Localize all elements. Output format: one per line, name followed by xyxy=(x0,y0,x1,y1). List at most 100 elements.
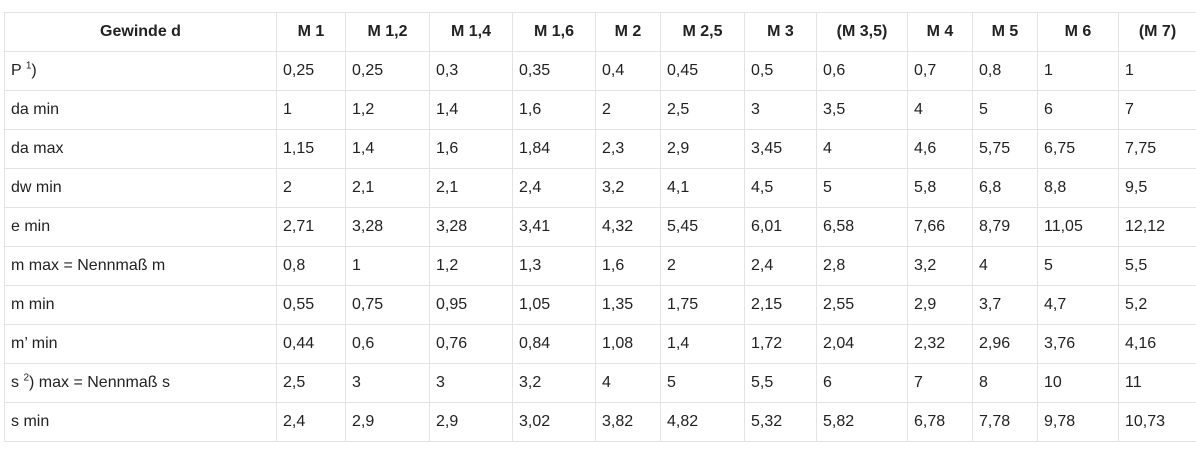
table-cell: 4,5 xyxy=(745,169,817,208)
table-cell: 5 xyxy=(817,169,908,208)
table-cell: 11,05 xyxy=(1038,208,1119,247)
table-cell: 3,82 xyxy=(596,403,661,442)
table-cell: 3,41 xyxy=(513,208,596,247)
table-cell: 1,2 xyxy=(430,247,513,286)
table-cell: 3,28 xyxy=(430,208,513,247)
table-cell: 5,75 xyxy=(973,130,1038,169)
table-cell: 7,78 xyxy=(973,403,1038,442)
column-header: M 2 xyxy=(596,13,661,52)
table-cell: 2,04 xyxy=(817,325,908,364)
table-cell: 5 xyxy=(973,91,1038,130)
table-cell: 0,8 xyxy=(277,247,346,286)
row-label-text: s xyxy=(11,374,19,391)
table-cell: 11 xyxy=(1119,364,1196,403)
table-cell: 1,4 xyxy=(346,130,430,169)
table-cell: 9,78 xyxy=(1038,403,1119,442)
table-cell: 0,35 xyxy=(513,52,596,91)
row-label-text: s min xyxy=(11,413,49,430)
column-header: (M 3,5) xyxy=(817,13,908,52)
table-cell: 3,2 xyxy=(596,169,661,208)
table-cell: 0,8 xyxy=(973,52,1038,91)
table-cell: 0,6 xyxy=(817,52,908,91)
table-cell: 2,96 xyxy=(973,325,1038,364)
table-cell: 4 xyxy=(817,130,908,169)
table-cell: 0,84 xyxy=(513,325,596,364)
table-cell: 0,6 xyxy=(346,325,430,364)
table-cell: 0,7 xyxy=(908,52,973,91)
dimensions-table: Gewinde d M 1 M 1,2 M 1,4 M 1,6 M 2 M 2,… xyxy=(4,12,1196,442)
table-cell: 5,5 xyxy=(1119,247,1196,286)
table-cell: 7 xyxy=(1119,91,1196,130)
row-label-suffix: ) xyxy=(31,62,36,79)
table-cell: 4 xyxy=(596,364,661,403)
table-cell: 7 xyxy=(908,364,973,403)
table-cell: 4,82 xyxy=(661,403,745,442)
table-cell: 3,2 xyxy=(513,364,596,403)
table-cell: 1,6 xyxy=(596,247,661,286)
table-cell: 2,15 xyxy=(745,286,817,325)
table-cell: 0,44 xyxy=(277,325,346,364)
table-cell: 4,7 xyxy=(1038,286,1119,325)
table-cell: 0,4 xyxy=(596,52,661,91)
table-cell: 2,55 xyxy=(817,286,908,325)
table-cell: 1,08 xyxy=(596,325,661,364)
row-label: e min xyxy=(5,208,277,247)
row-label-text: P xyxy=(11,62,21,79)
row-label-suffix: ) max = Nennmaß s xyxy=(29,374,170,391)
table-cell: 8,79 xyxy=(973,208,1038,247)
column-header: (M 7) xyxy=(1119,13,1196,52)
row-label: P 1) xyxy=(5,52,277,91)
table-cell: 2 xyxy=(661,247,745,286)
table-cell: 5,32 xyxy=(745,403,817,442)
table-cell: 3,5 xyxy=(817,91,908,130)
column-header: M 1,4 xyxy=(430,13,513,52)
header-label: Gewinde d xyxy=(5,13,277,52)
table-cell: 3,45 xyxy=(745,130,817,169)
table-cell: 6,01 xyxy=(745,208,817,247)
table-cell: 4,16 xyxy=(1119,325,1196,364)
table-cell: 1,6 xyxy=(513,91,596,130)
column-header: M 6 xyxy=(1038,13,1119,52)
table-cell: 1,84 xyxy=(513,130,596,169)
table-cell: 5,2 xyxy=(1119,286,1196,325)
header-row: Gewinde d M 1 M 1,2 M 1,4 M 1,6 M 2 M 2,… xyxy=(5,13,1196,52)
table-cell: 0,45 xyxy=(661,52,745,91)
table-cell: 0,55 xyxy=(277,286,346,325)
table-cell: 9,5 xyxy=(1119,169,1196,208)
table-cell: 1,15 xyxy=(277,130,346,169)
table-cell: 3,2 xyxy=(908,247,973,286)
table-cell: 2,4 xyxy=(277,403,346,442)
table-cell: 0,95 xyxy=(430,286,513,325)
table-cell: 2,4 xyxy=(513,169,596,208)
table-cell: 2,9 xyxy=(430,403,513,442)
table-cell: 2,71 xyxy=(277,208,346,247)
table-cell: 6 xyxy=(817,364,908,403)
table-cell: 2,32 xyxy=(908,325,973,364)
table-cell: 1,75 xyxy=(661,286,745,325)
table-cell: 0,75 xyxy=(346,286,430,325)
row-label-text: m max = Nennmaß m xyxy=(11,257,165,274)
row-label: dw min xyxy=(5,169,277,208)
row-label: s 2) max = Nennmaß s xyxy=(5,364,277,403)
table-cell: 3 xyxy=(346,364,430,403)
table-cell: 12,12 xyxy=(1119,208,1196,247)
table-cell: 3,76 xyxy=(1038,325,1119,364)
row-label: da min xyxy=(5,91,277,130)
table-cell: 2 xyxy=(277,169,346,208)
table-cell: 7,75 xyxy=(1119,130,1196,169)
table-cell: 5,8 xyxy=(908,169,973,208)
table-cell: 1 xyxy=(1119,52,1196,91)
row-label-text: da min xyxy=(11,101,59,118)
table-cell: 2,1 xyxy=(346,169,430,208)
table-cell: 1,4 xyxy=(430,91,513,130)
table-cell: 1,05 xyxy=(513,286,596,325)
table-cell: 6,78 xyxy=(908,403,973,442)
table-cell: 2,5 xyxy=(661,91,745,130)
table-cell: 0,25 xyxy=(277,52,346,91)
